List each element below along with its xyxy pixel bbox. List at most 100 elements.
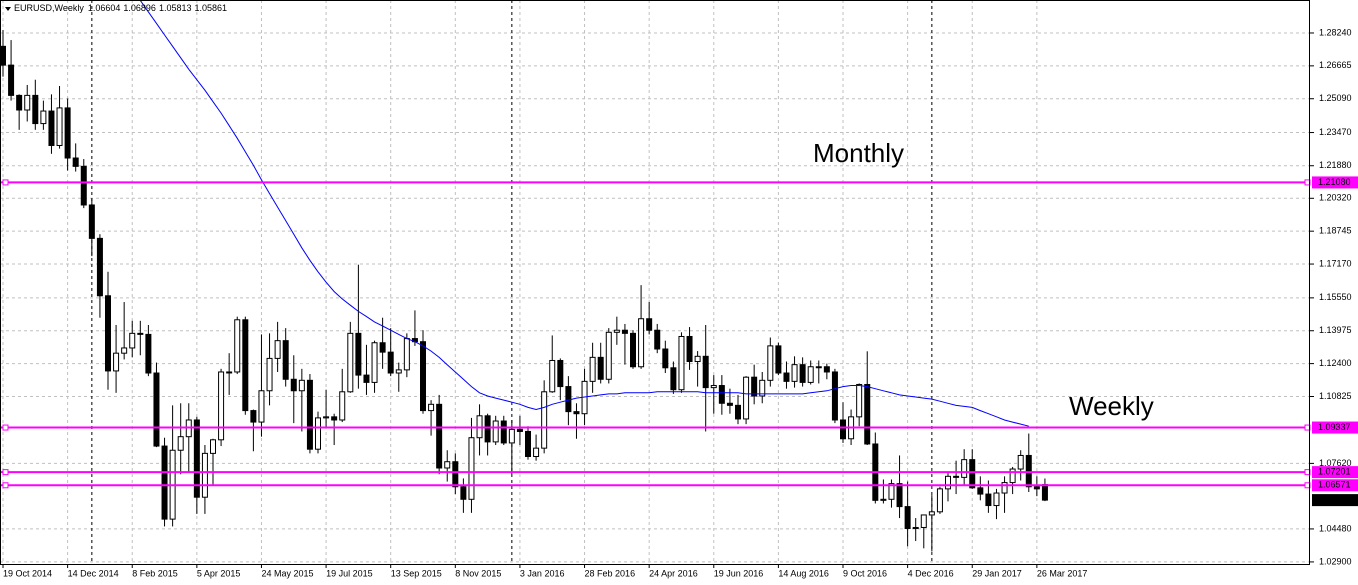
candle-body: [145, 333, 152, 374]
candle-body: [807, 366, 814, 383]
candle-body: [525, 430, 532, 458]
price-tag: [1312, 494, 1358, 507]
candle-body: [0, 45, 6, 66]
high-value: 1.06896: [123, 3, 156, 13]
candle-body: [403, 338, 410, 371]
candle-body: [16, 94, 23, 111]
candle-body: [1025, 454, 1032, 488]
x-tick-label: 3 Jan 2016: [520, 568, 565, 578]
level-anchor: [2, 469, 9, 476]
x-tick-label: 24 May 2015: [261, 568, 313, 578]
y-tick-label: 1.18745: [1319, 226, 1352, 236]
low-value: 1.05813: [159, 3, 192, 13]
candle-body: [64, 107, 71, 159]
candle-body: [791, 364, 798, 382]
candle-body: [395, 369, 402, 374]
candle-body: [153, 372, 160, 447]
x-tick-label: 8 Feb 2015: [132, 568, 178, 578]
candle-body: [936, 488, 943, 513]
candle-body: [226, 371, 233, 374]
candle-body: [323, 416, 330, 419]
candle-body: [129, 332, 136, 349]
y-tick-label: 1.20320: [1319, 193, 1352, 203]
candle-body: [896, 483, 903, 508]
candle-body: [880, 498, 887, 501]
candle-body: [541, 391, 548, 449]
candle-body: [210, 439, 217, 454]
header-arrow: [5, 7, 11, 11]
candle-body: [961, 459, 968, 478]
candle-body: [945, 475, 952, 490]
candle-body: [420, 341, 427, 412]
candle-body: [460, 486, 467, 500]
y-tick-label: 1.04480: [1319, 523, 1352, 533]
header: EURUSD,Weekly 1.06604 1.06896 1.05813 1.0586…: [14, 3, 227, 13]
x-tick-label: 4 Dec 2016: [908, 568, 954, 578]
candle-body: [1033, 486, 1040, 490]
candle-body: [508, 428, 515, 444]
candle-body: [48, 110, 55, 146]
candle-body: [193, 419, 200, 498]
x-tick-label: 29 Jan 2017: [972, 568, 1022, 578]
level-tag-label: 1.07201: [1318, 467, 1351, 477]
candle-body: [985, 493, 992, 507]
level-tag-label: 1.09337: [1318, 422, 1351, 432]
candle-body: [40, 110, 47, 125]
candle-body: [201, 452, 208, 498]
candle-body: [638, 318, 645, 368]
candle-body: [436, 403, 443, 469]
level-anchor: [2, 424, 9, 431]
candle-body: [823, 366, 830, 373]
candle-body: [468, 437, 475, 500]
candle-body: [912, 526, 919, 530]
candle-body: [815, 366, 822, 369]
candle-body: [864, 383, 871, 445]
level-tag: [1312, 176, 1358, 189]
candle-body: [597, 356, 604, 380]
level-tag-label: 1.06571: [1318, 480, 1351, 490]
symbol: EURUSD,Weekly: [14, 3, 84, 13]
level-tag: [1312, 479, 1358, 492]
candle-body: [920, 514, 927, 528]
candle-body: [573, 411, 580, 415]
candle-body: [735, 404, 742, 420]
open-value: 1.06604: [88, 3, 121, 13]
candle-body: [831, 371, 838, 421]
x-tick-label: 13 Sep 2015: [391, 568, 442, 578]
candle-body: [743, 376, 750, 420]
candle-body: [298, 379, 305, 392]
candle-body: [605, 331, 612, 380]
candles: [0, 30, 1048, 552]
candle-body: [218, 371, 225, 441]
candle-body: [96, 237, 103, 297]
overlays: 1.21080 1.09337 1.07201 1.06571 1.05861: [0, 0, 1358, 507]
candle-body: [670, 367, 677, 391]
candle-body: [24, 94, 31, 111]
candle-body: [718, 385, 725, 404]
candle-body: [646, 318, 653, 331]
candle-body: [492, 420, 499, 443]
y-tick-label: 1.17170: [1319, 258, 1352, 268]
candle-body: [355, 332, 362, 376]
moving-average: [139, 0, 1029, 427]
y-tick-label: 1.10825: [1319, 391, 1352, 401]
candle-body: [137, 332, 144, 335]
candle-body: [694, 355, 701, 363]
candle-body: [274, 340, 281, 359]
candle-body: [250, 410, 257, 423]
candle-body: [242, 319, 249, 412]
candle-body: [621, 329, 628, 334]
candle-body: [8, 64, 15, 96]
candle-body: [783, 372, 790, 382]
candle-body: [654, 329, 661, 350]
candle-body: [444, 461, 451, 469]
y-tick-label: 1.12400: [1319, 358, 1352, 368]
candle-body: [32, 94, 39, 125]
x-tick-label: 19 Oct 2014: [3, 568, 52, 578]
y-tick-label: 1.25090: [1319, 93, 1352, 103]
candle-body: [315, 417, 322, 450]
candle-body: [557, 359, 564, 388]
candle-body: [856, 383, 863, 418]
annotation: Monthly: [813, 138, 904, 168]
